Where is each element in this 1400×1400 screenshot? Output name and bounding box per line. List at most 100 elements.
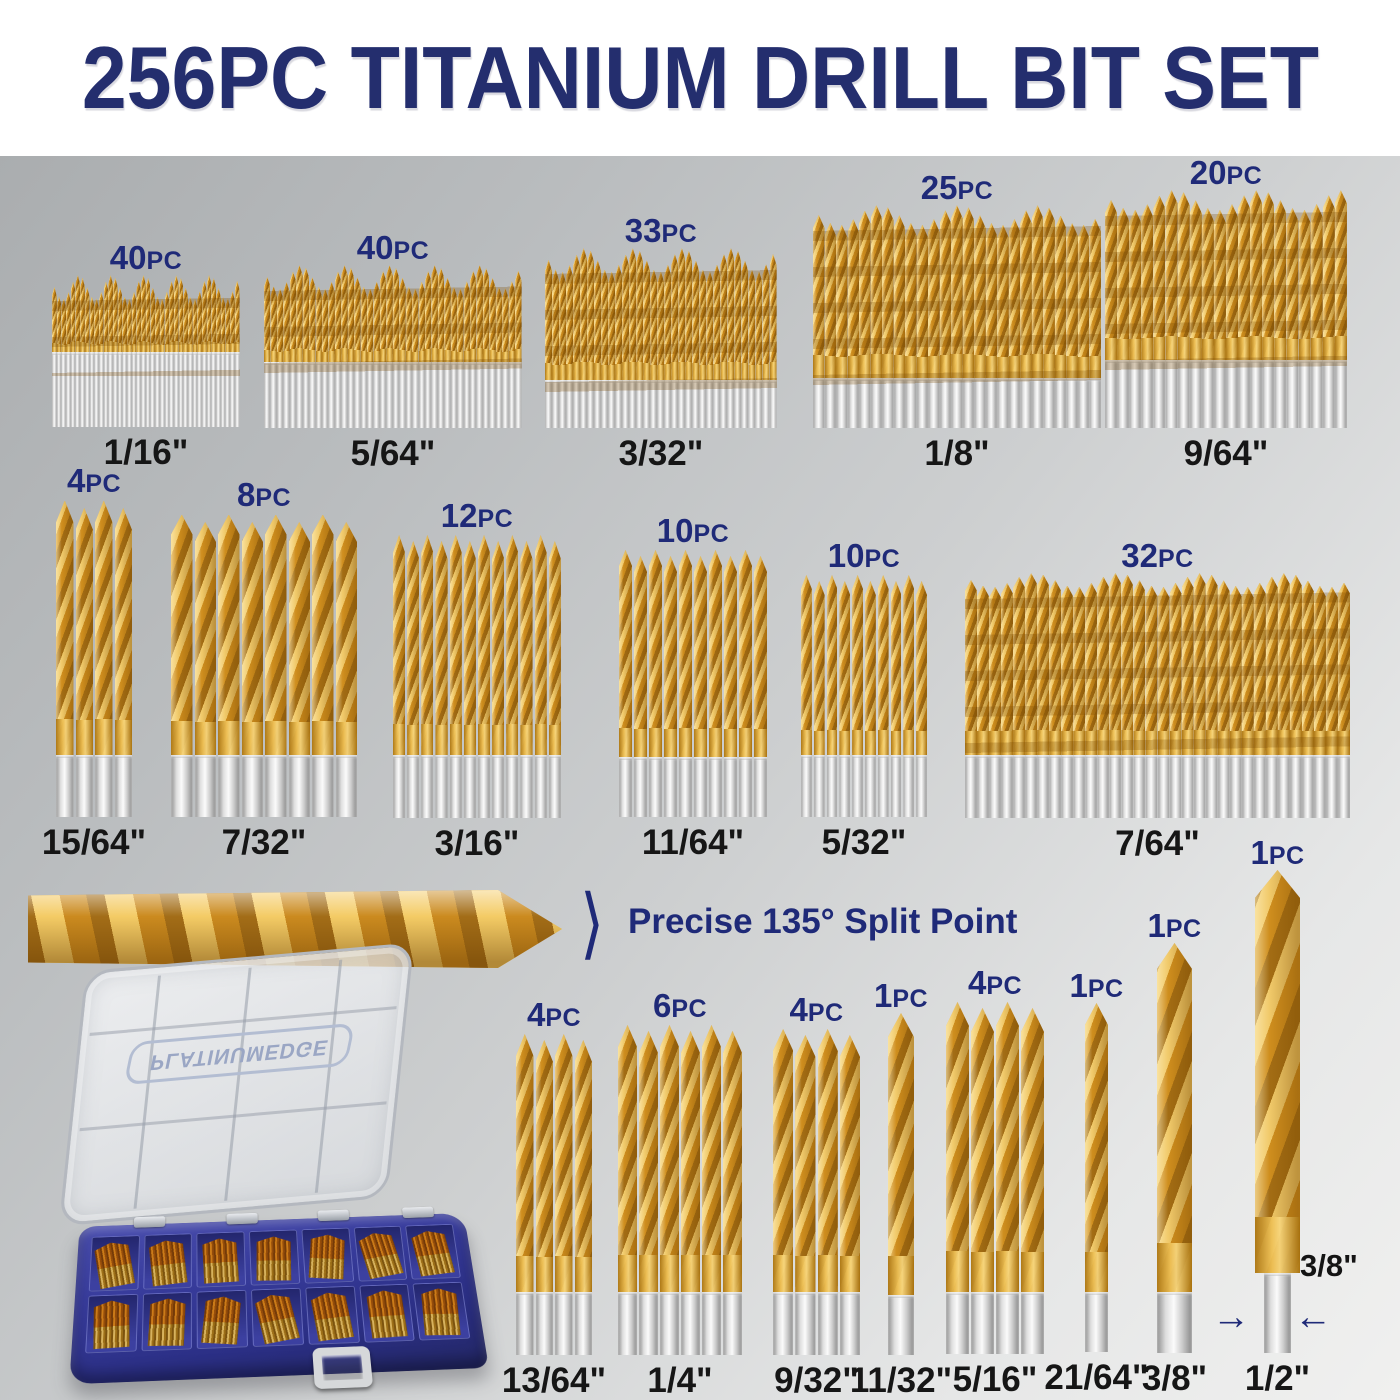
drill-bit bbox=[762, 264, 770, 428]
drill-bit-flute bbox=[66, 292, 71, 352]
drill-bit-shank bbox=[502, 361, 509, 428]
drill-bit-flute bbox=[197, 291, 202, 352]
drill-bit-shank bbox=[1298, 359, 1311, 428]
drill-bit bbox=[194, 522, 216, 817]
drill-bit bbox=[309, 277, 316, 428]
bit-bundle bbox=[201, 1296, 241, 1345]
drill-bit-shank bbox=[1205, 754, 1218, 818]
drill-bit-shank bbox=[56, 755, 74, 817]
bit-column bbox=[559, 271, 567, 428]
bit-column bbox=[150, 287, 156, 427]
drill-bit-shank bbox=[839, 1292, 860, 1355]
drill-bit-shank bbox=[1217, 754, 1230, 818]
drill-bit-shank bbox=[864, 755, 876, 817]
drill-bit bbox=[84, 287, 90, 427]
drill-bit bbox=[552, 269, 560, 428]
drill-bit-flute bbox=[463, 281, 470, 362]
drill-bit-flute bbox=[141, 275, 146, 352]
drill-bit bbox=[1066, 223, 1078, 428]
bit-column bbox=[617, 1025, 638, 1355]
drill-bit-shank bbox=[477, 755, 491, 818]
drill-bit-flute bbox=[1013, 576, 1026, 756]
drill-bit-flute bbox=[1085, 1003, 1108, 1293]
drill-bit bbox=[639, 1031, 658, 1355]
drill-bit bbox=[312, 514, 334, 817]
drill-bit bbox=[334, 271, 342, 428]
drill-bit bbox=[283, 282, 290, 428]
drill-bit bbox=[230, 291, 235, 427]
drill-bit-shank bbox=[431, 361, 438, 428]
bit-column bbox=[89, 296, 95, 427]
bit-column bbox=[671, 254, 679, 428]
drill-bit-shank bbox=[449, 755, 462, 818]
bit-column bbox=[477, 535, 491, 818]
bit-column bbox=[335, 522, 359, 817]
drill-bit-shank bbox=[1133, 754, 1146, 818]
drill-bit-flute bbox=[755, 271, 763, 380]
drill-bit-flute bbox=[748, 269, 756, 381]
drill-bit-shank bbox=[723, 1292, 742, 1355]
drill-bit-shank bbox=[84, 351, 90, 427]
bit-column bbox=[1250, 190, 1263, 428]
bit-column bbox=[1217, 580, 1230, 818]
bit-column bbox=[1025, 573, 1038, 818]
drill-bit bbox=[1037, 574, 1050, 818]
bit-column bbox=[98, 291, 104, 427]
bit-column bbox=[264, 277, 271, 428]
bit-column bbox=[173, 275, 179, 427]
drill-bit-flute bbox=[724, 556, 737, 757]
drill-bit-flute bbox=[1213, 209, 1226, 361]
drill-bit-flute bbox=[183, 287, 188, 353]
drill-bit-flute bbox=[1141, 204, 1154, 360]
bit-column bbox=[220, 297, 226, 427]
drill-bit-shank bbox=[1021, 1292, 1044, 1354]
drill-bit bbox=[1334, 190, 1347, 428]
drill-bit-shank bbox=[141, 351, 146, 427]
drill-bit-shank bbox=[636, 379, 644, 428]
drill-bit-shank bbox=[159, 352, 165, 427]
tray-compartment bbox=[88, 1235, 140, 1292]
drill-bit bbox=[127, 298, 132, 427]
drill-bit-flute bbox=[951, 205, 963, 378]
bit-column bbox=[965, 580, 978, 818]
size-label: 7/64" bbox=[1115, 824, 1200, 863]
drill-bit-shank bbox=[882, 377, 894, 428]
drill-bit bbox=[52, 287, 57, 427]
drill-bit bbox=[373, 281, 380, 428]
bit-column bbox=[851, 575, 864, 817]
drill-bit-shank bbox=[230, 351, 235, 427]
drill-bit-shank bbox=[98, 351, 104, 427]
drill-bit-flute bbox=[1334, 190, 1347, 360]
drill-bit-flute bbox=[534, 535, 547, 755]
drill-bit bbox=[75, 275, 81, 427]
drill-bit-shank bbox=[463, 755, 476, 818]
bit-column bbox=[216, 288, 221, 427]
bit-column bbox=[650, 269, 658, 428]
bit-column bbox=[424, 271, 432, 428]
drill-bit-flute bbox=[288, 522, 310, 756]
drill-bit-shank bbox=[601, 380, 609, 428]
drill-bit-flute bbox=[1189, 200, 1202, 360]
drill-bit-flute bbox=[94, 298, 99, 353]
drill-bit-flute bbox=[276, 288, 284, 363]
bit-column bbox=[753, 556, 768, 817]
drill-bit bbox=[435, 541, 448, 818]
bit-column bbox=[1229, 585, 1242, 818]
tray-compartment bbox=[301, 1227, 354, 1284]
bit-column bbox=[615, 264, 623, 428]
drill-bit-shank bbox=[421, 755, 434, 818]
bit-column bbox=[444, 277, 451, 428]
piece-count-unit: PC bbox=[693, 520, 730, 548]
bit-column bbox=[491, 541, 505, 818]
piece-count-label: 25PC bbox=[921, 171, 993, 205]
drill-bit bbox=[169, 281, 174, 427]
drill-bit bbox=[916, 581, 927, 817]
drill-bit-flute bbox=[813, 215, 825, 379]
drill-bit bbox=[1133, 580, 1146, 818]
drill-bit-shank bbox=[136, 351, 142, 427]
drill-bit bbox=[506, 535, 519, 818]
shank-size-note: 3/8" bbox=[1300, 1248, 1358, 1283]
bit-column bbox=[890, 581, 903, 817]
size-label: 5/64" bbox=[350, 434, 436, 473]
drill-bit-flute bbox=[482, 268, 490, 362]
